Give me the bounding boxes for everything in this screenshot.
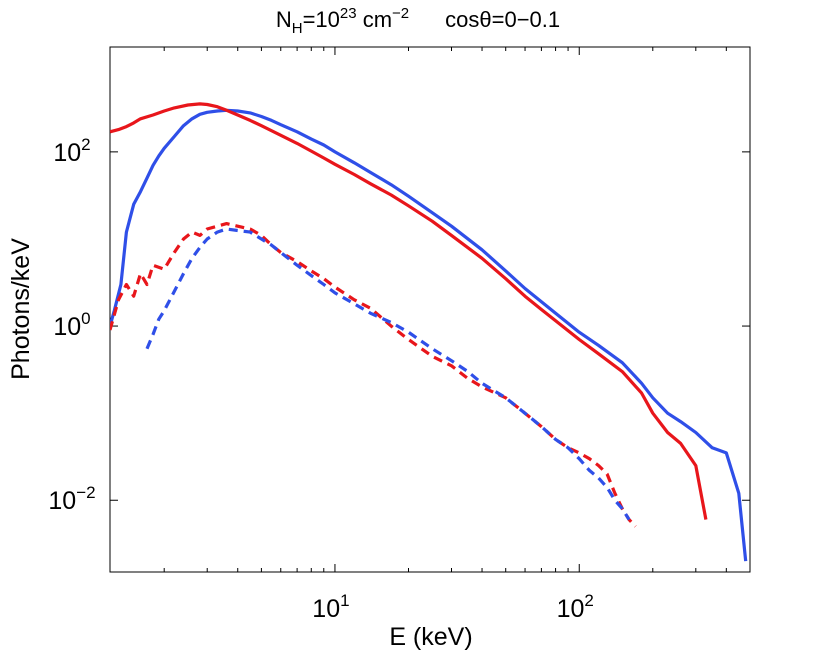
- title-nh-sub: H: [292, 20, 303, 37]
- title-cos-label: cosθ=0−0.1: [445, 7, 560, 32]
- y-axis-label: Photons/keV: [7, 238, 35, 380]
- title-nh-exp: 23: [340, 5, 357, 22]
- series-layer: [110, 102, 748, 562]
- y-tick-label-base: 10: [53, 313, 81, 341]
- series-red-solid: [110, 102, 708, 520]
- y-tick-label: 100: [53, 309, 90, 341]
- title-nh-eq: =10: [303, 7, 340, 32]
- y-tick-label: 102: [53, 135, 90, 167]
- y-tick-label-exp: 0: [81, 309, 90, 328]
- series-red-dashed: [110, 222, 637, 528]
- title-nh-unit-exp: −2: [392, 5, 409, 22]
- plot-area-frame: [109, 46, 751, 573]
- title-nh-prefix: N: [276, 7, 292, 32]
- x-axis-label: E (keV): [389, 623, 472, 651]
- x-tick-label-exp: 1: [340, 591, 349, 610]
- y-tick-label: 10−2: [48, 483, 95, 515]
- x-tick-label-base: 10: [557, 595, 585, 623]
- x-tick-label-exp: 2: [584, 591, 593, 610]
- x-tick-label-base: 10: [312, 595, 340, 623]
- x-tick-label: 102: [557, 591, 594, 623]
- y-tick-label-exp: −2: [76, 483, 95, 502]
- y-tick-label-base: 10: [48, 487, 76, 515]
- series-blue-dashed: [145, 227, 631, 521]
- title-nh-unit: cm: [357, 7, 392, 32]
- y-tick-label-base: 10: [53, 139, 81, 167]
- y-tick-label-exp: 2: [81, 135, 90, 154]
- x-tick-label: 101: [312, 591, 349, 623]
- x-axis-ticks: 101 102: [163, 47, 751, 623]
- chart-title: NH=1023 cm−2 cosθ=0−0.1: [276, 5, 560, 37]
- series-blue-solid: [110, 108, 748, 562]
